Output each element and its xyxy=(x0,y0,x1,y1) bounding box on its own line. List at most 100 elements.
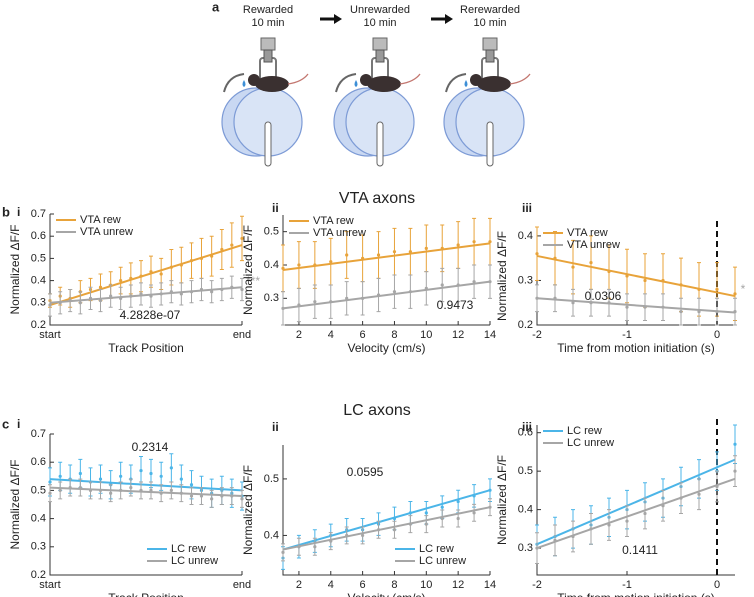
legend-label: LC unrew xyxy=(567,437,614,449)
data-point xyxy=(48,491,52,495)
x-tick-label: 6 xyxy=(360,329,366,341)
data-point xyxy=(169,290,173,294)
x-tick-label: start xyxy=(39,329,60,341)
data-point xyxy=(376,253,381,257)
legend-label: VTA rew xyxy=(567,227,608,239)
y-tick-label: 0.4 xyxy=(31,275,46,287)
data-point xyxy=(88,488,93,492)
data-point xyxy=(571,534,575,539)
legend-label: LC unrew xyxy=(171,555,218,567)
data-point xyxy=(68,298,72,303)
x-tick-label: 14 xyxy=(484,579,496,591)
panel-label: iii xyxy=(522,201,532,215)
x-tick-label: 12 xyxy=(452,329,464,341)
data-point xyxy=(139,488,143,492)
data-point xyxy=(472,280,476,284)
x-tick-label: 6 xyxy=(360,579,366,591)
data-point xyxy=(408,511,412,515)
y-tick-label: 0.2 xyxy=(31,319,46,331)
legend-label: VTA unrew xyxy=(567,239,620,251)
panel-letter: a xyxy=(212,0,220,14)
data-point xyxy=(189,290,194,294)
data-point xyxy=(329,539,333,543)
data-point xyxy=(48,480,52,484)
x-axis-label: Velocity (cm/s) xyxy=(347,341,425,355)
data-point xyxy=(179,477,183,481)
data-point xyxy=(361,296,365,300)
y-tick-label: 0.6 xyxy=(518,427,533,439)
data-point xyxy=(149,488,153,492)
x-tick-label: -1 xyxy=(622,329,632,341)
y-tick-label: 0.5 xyxy=(31,252,46,264)
condition-duration: 10 min xyxy=(363,17,396,29)
data-point xyxy=(159,474,163,478)
data-point xyxy=(408,522,412,526)
y-axis-label: Normalized ΔF/F xyxy=(495,231,509,321)
y-tick-label: 0.5 xyxy=(264,473,279,485)
data-point xyxy=(456,516,460,521)
x-axis-label: Time from motion initiation (s) xyxy=(557,591,715,597)
annotation: 0.9473 xyxy=(437,298,474,312)
data-point xyxy=(313,300,317,304)
data-point xyxy=(697,287,701,291)
data-point xyxy=(149,270,153,274)
y-tick-label: 0.5 xyxy=(31,484,46,496)
fit-line xyxy=(49,478,243,492)
condition-duration: 10 min xyxy=(251,17,284,29)
x-tick-label: start xyxy=(39,579,60,591)
data-point xyxy=(119,279,123,283)
fit-line xyxy=(282,506,491,551)
data-point xyxy=(440,283,444,287)
data-point xyxy=(220,494,224,498)
data-point xyxy=(535,252,539,256)
data-point xyxy=(472,511,476,515)
y-tick-label: 0.3 xyxy=(31,297,46,309)
y-tick-label: 0.2 xyxy=(518,319,533,331)
x-axis-label: Time from motion initiation (s) xyxy=(557,341,715,355)
data-point xyxy=(571,301,575,305)
data-point xyxy=(68,485,72,490)
data-point xyxy=(345,296,349,300)
condition-name: Rewarded xyxy=(243,4,293,16)
annotation: * xyxy=(741,282,746,296)
annotation: 0.2314 xyxy=(132,440,169,454)
fit-line xyxy=(282,280,491,310)
data-point xyxy=(376,293,381,297)
y-tick-label: 0.4 xyxy=(264,259,279,271)
data-point xyxy=(281,550,285,554)
legend-label: VTA rew xyxy=(313,215,354,227)
rig-illustration xyxy=(333,37,421,167)
data-point xyxy=(129,485,133,490)
data-point xyxy=(424,522,428,526)
data-point xyxy=(58,301,62,305)
data-point xyxy=(625,519,629,523)
y-tick-label: 0.5 xyxy=(518,465,533,477)
x-tick-label: 2 xyxy=(296,579,302,591)
y-tick-label: 0.3 xyxy=(264,292,279,304)
data-point xyxy=(159,491,163,495)
condition-duration: 10 min xyxy=(473,17,506,29)
panel-label: i xyxy=(17,205,20,219)
data-point xyxy=(661,305,665,309)
y-tick-label: 0.3 xyxy=(518,542,533,554)
fit-line xyxy=(282,489,491,551)
data-point xyxy=(715,287,719,291)
data-point xyxy=(78,301,82,305)
axes xyxy=(282,445,490,576)
data-point xyxy=(179,263,183,267)
data-point xyxy=(715,484,719,489)
data-point xyxy=(329,300,333,304)
data-point xyxy=(733,442,737,446)
data-point xyxy=(715,310,719,314)
section-title: LC axons xyxy=(343,402,411,419)
panel-letter: b xyxy=(2,204,10,219)
x-tick-label: 12 xyxy=(452,579,464,591)
data-point xyxy=(159,292,163,296)
data-point xyxy=(571,265,575,269)
panel-label: ii xyxy=(272,201,279,215)
x-axis-label: Track Position xyxy=(108,591,184,597)
data-point xyxy=(607,523,611,527)
annotation: 4.2828e-07 xyxy=(120,308,181,322)
annotation: *** xyxy=(246,274,260,288)
